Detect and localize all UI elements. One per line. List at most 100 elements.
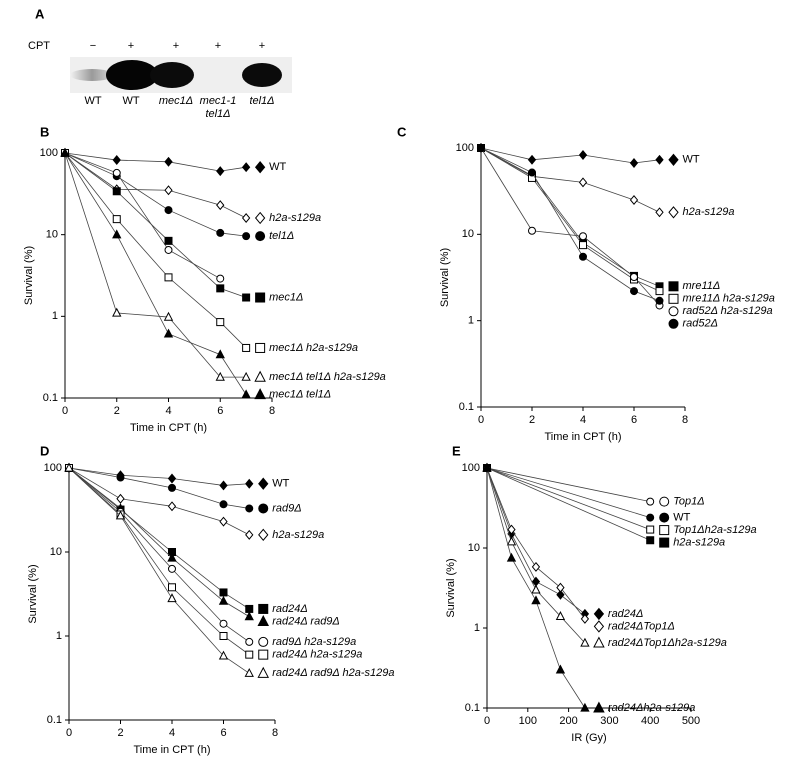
marker bbox=[216, 200, 225, 211]
x-tick-label: 4 bbox=[580, 414, 586, 426]
marker bbox=[116, 493, 125, 504]
legend-label: WT bbox=[683, 154, 700, 166]
legend-label: WT bbox=[269, 161, 286, 173]
marker bbox=[630, 287, 638, 296]
legend-marker bbox=[258, 503, 269, 514]
gel-band bbox=[70, 69, 114, 81]
x-axis-title: Time in CPT (h) bbox=[544, 431, 621, 443]
marker bbox=[216, 284, 225, 293]
marker bbox=[219, 516, 228, 527]
marker bbox=[245, 529, 254, 540]
legend-label: rad24Δ h2a-s129a bbox=[272, 649, 362, 661]
x-tick-label: 0 bbox=[484, 715, 490, 727]
marker bbox=[112, 307, 122, 317]
x-tick-label: 6 bbox=[217, 405, 223, 417]
marker bbox=[163, 328, 174, 338]
marker bbox=[216, 166, 225, 177]
marker bbox=[578, 177, 588, 188]
legend-marker bbox=[258, 649, 269, 660]
marker bbox=[60, 147, 70, 157]
y-tick-label: 1 bbox=[468, 315, 474, 327]
marker bbox=[527, 154, 537, 165]
panel: B 0.1 1 10 100 0 2 4 6 8 Time in CPT (h) Survival (… bbox=[23, 124, 386, 433]
marker bbox=[219, 480, 228, 491]
x-tick-label: 200 bbox=[559, 715, 577, 727]
legend-marker bbox=[258, 477, 269, 490]
legend-label: rad24Δ bbox=[608, 608, 644, 620]
marker bbox=[167, 593, 177, 603]
legend-marker bbox=[668, 318, 679, 329]
panel-label: D bbox=[40, 443, 49, 458]
marker bbox=[244, 611, 254, 621]
series-line bbox=[486, 467, 651, 518]
x-tick-label: 6 bbox=[631, 414, 637, 426]
marker bbox=[64, 462, 74, 472]
x-tick-label: 400 bbox=[641, 715, 659, 727]
legend-marker bbox=[255, 292, 266, 303]
marker bbox=[167, 552, 177, 562]
x-tick-label: 8 bbox=[272, 727, 278, 739]
x-tick-label: 4 bbox=[165, 405, 171, 417]
lane-label: tel1Δ bbox=[205, 108, 230, 120]
marker bbox=[580, 702, 590, 712]
legend-marker bbox=[257, 666, 270, 678]
series-line bbox=[480, 147, 660, 287]
series-line bbox=[486, 467, 651, 503]
legend-marker bbox=[258, 528, 269, 542]
marker bbox=[655, 287, 664, 296]
legend-label: h2a-s129a bbox=[269, 212, 321, 224]
marker bbox=[216, 274, 225, 283]
legend-label: h2a-s129a bbox=[673, 536, 725, 548]
legend-label: rad24Δ rad9Δ bbox=[272, 615, 340, 627]
lane-treatment: + bbox=[173, 40, 179, 52]
legend-label: WT bbox=[673, 511, 690, 523]
x-tick-label: 6 bbox=[220, 727, 226, 739]
legend-label: mec1Δ bbox=[269, 291, 303, 303]
y-axis-title: Survival (%) bbox=[445, 558, 457, 617]
legend-label: rad24ΔTop1Δ bbox=[608, 620, 675, 632]
legend-marker bbox=[668, 281, 679, 292]
marker bbox=[242, 343, 251, 352]
legend-marker bbox=[668, 206, 679, 219]
marker bbox=[556, 582, 565, 593]
panel-label: C bbox=[397, 124, 407, 139]
marker bbox=[112, 155, 121, 166]
panel: C 0.1 1 10 100 0 2 4 6 8 Time in CPT (h) Survival (… bbox=[397, 124, 775, 442]
marker bbox=[482, 462, 492, 472]
x-tick-label: 8 bbox=[682, 414, 688, 426]
marker bbox=[164, 156, 173, 167]
marker bbox=[646, 513, 655, 522]
marker bbox=[245, 478, 254, 489]
marker bbox=[112, 215, 121, 224]
panel-label: A bbox=[35, 6, 45, 21]
y-tick-label: 0.1 bbox=[47, 714, 62, 726]
y-axis-title: Survival (%) bbox=[439, 248, 451, 307]
y-tick-label: 1 bbox=[56, 630, 62, 642]
panel: E 0.1 1 10 100 0 100 200 300 400 500 IR (Gy) Surviva… bbox=[445, 443, 757, 743]
y-tick-label: 10 bbox=[50, 546, 62, 558]
x-tick-label: 2 bbox=[114, 405, 120, 417]
marker bbox=[168, 564, 176, 573]
legend-label: h2a-s129a bbox=[683, 206, 735, 218]
lane-label: WT bbox=[84, 95, 101, 107]
marker bbox=[219, 619, 228, 628]
legend-label: Top1Δ bbox=[673, 496, 704, 508]
legend-marker bbox=[255, 231, 266, 242]
legend-label: WT bbox=[272, 478, 289, 490]
x-tick-label: 500 bbox=[682, 715, 700, 727]
marker bbox=[580, 637, 590, 647]
lane-label: mec1Δ bbox=[159, 95, 193, 107]
marker bbox=[655, 207, 664, 218]
legend-marker bbox=[258, 636, 269, 647]
legend-marker bbox=[659, 537, 670, 548]
marker bbox=[655, 296, 664, 305]
gel bbox=[70, 57, 292, 93]
series-line bbox=[64, 152, 247, 237]
y-axis-title: Survival (%) bbox=[23, 246, 35, 305]
x-axis-title: Time in CPT (h) bbox=[130, 422, 207, 434]
x-tick-label: 100 bbox=[519, 715, 537, 727]
legend-marker bbox=[254, 370, 266, 382]
marker bbox=[528, 168, 536, 177]
x-tick-label: 4 bbox=[169, 727, 175, 739]
marker bbox=[167, 473, 177, 484]
